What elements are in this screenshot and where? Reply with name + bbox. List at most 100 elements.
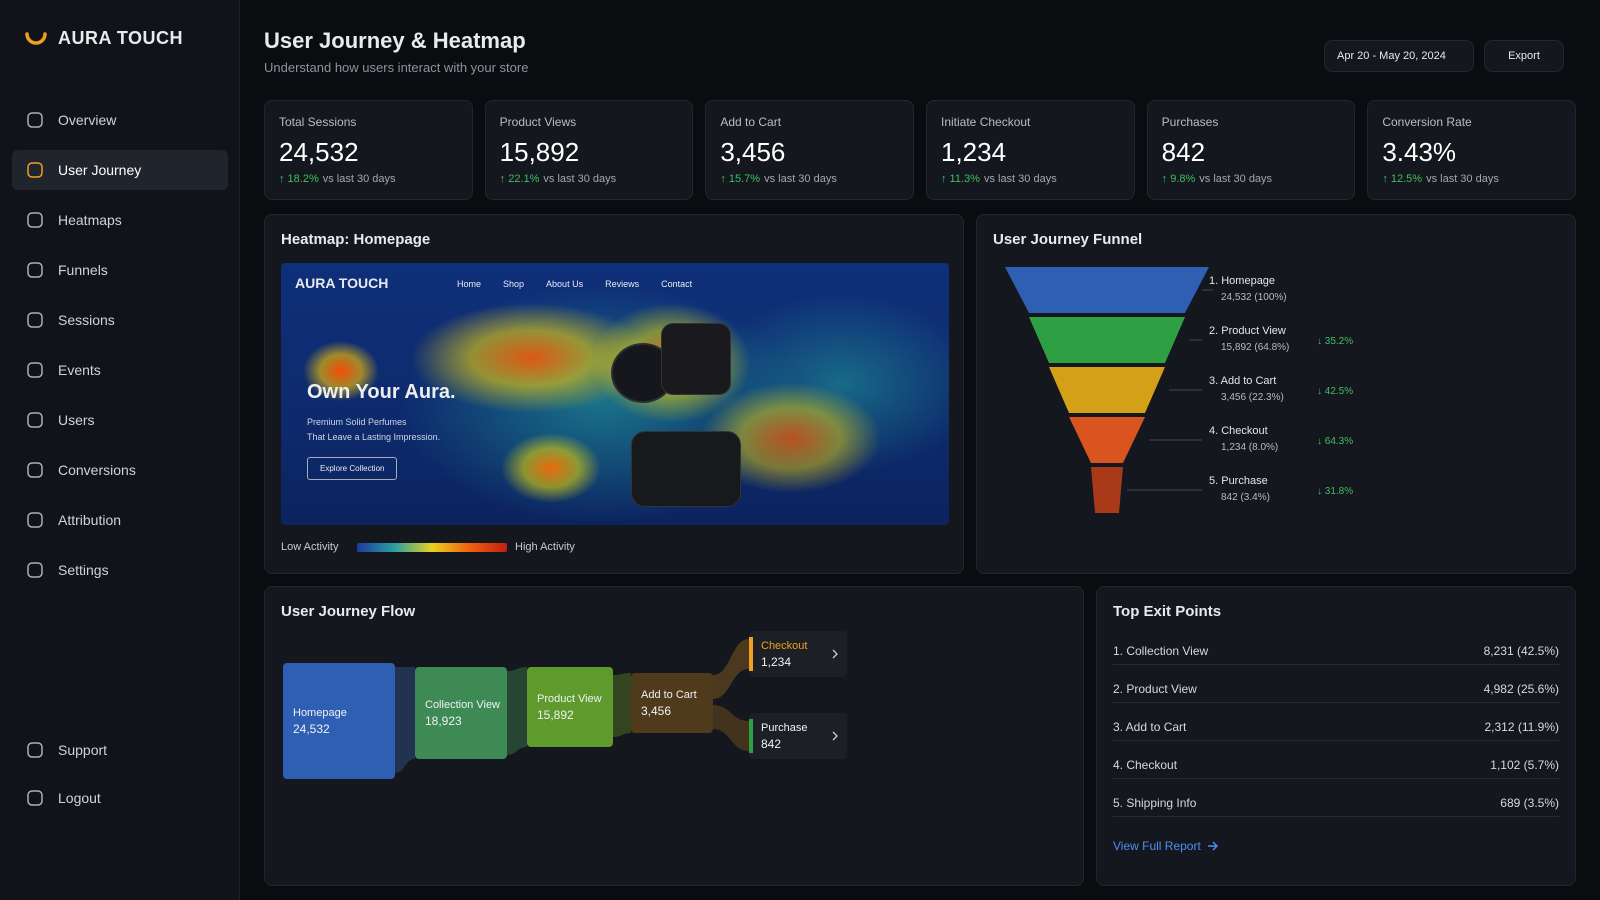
funnel-stage bbox=[1005, 267, 1209, 313]
kpi-compare: vs last 30 days bbox=[764, 173, 837, 185]
tagline-line: That Leave a Lasting Impression. bbox=[307, 432, 441, 442]
exit-label: 5. Shipping Info bbox=[1113, 795, 1197, 810]
nav-label: Heatmaps bbox=[58, 212, 122, 228]
funnel-label: 3. Add to Cart bbox=[1209, 375, 1276, 387]
kpi-compare: vs last 30 days bbox=[1426, 173, 1499, 185]
kpi-change-row: ↑ 9.8% vs last 30 days bbox=[1162, 173, 1272, 185]
kpi-value: 842 bbox=[1161, 137, 1206, 167]
kpi-label: Total Sessions bbox=[279, 115, 357, 129]
flow-link bbox=[507, 667, 527, 755]
node-label: Homepage bbox=[293, 707, 347, 719]
icon-shape bbox=[27, 562, 43, 578]
kpi-change-row: ↑ 12.5% vs last 30 days bbox=[1382, 173, 1499, 185]
exit-value: 1,102 (5.7%) bbox=[1490, 757, 1559, 772]
exits-title: Top Exit Points bbox=[1113, 603, 1222, 620]
nav-item[interactable]: Settings bbox=[12, 550, 228, 590]
funnel-detail: 3,456 (22.3%) bbox=[1221, 392, 1284, 403]
flow-node bbox=[749, 713, 847, 759]
icon-shape bbox=[27, 312, 43, 328]
logo bbox=[25, 31, 47, 45]
nav-icon bbox=[27, 742, 43, 758]
funnel-drop: ↓ 64.3% bbox=[1317, 436, 1353, 447]
heatmap-title: Heatmap: Homepage bbox=[281, 231, 431, 248]
sidebar: AURA TOUCH Overview User Journey Heatmaps F… bbox=[0, 0, 240, 900]
exit-label: 4. Checkout bbox=[1113, 757, 1178, 772]
site-nav-item: Reviews bbox=[605, 279, 640, 289]
nav-label: Events bbox=[58, 362, 101, 378]
node-value: 24,532 bbox=[293, 722, 330, 736]
nav-item[interactable]: User Journey bbox=[12, 150, 228, 190]
kpi-label: Initiate Checkout bbox=[941, 115, 1031, 129]
legend-scale bbox=[357, 543, 507, 552]
icon-shape bbox=[27, 362, 43, 378]
nav-item[interactable]: Conversions bbox=[12, 450, 228, 490]
flow-link bbox=[713, 639, 749, 699]
kpi-card: Add to Cart 3,456 ↑ 15.7% vs last 30 days bbox=[705, 100, 914, 200]
funnel-stage bbox=[1091, 467, 1123, 513]
kpi-label: Conversion Rate bbox=[1382, 115, 1472, 129]
export-button[interactable]: Export bbox=[1484, 40, 1564, 72]
exit-label: 1. Collection View bbox=[1113, 643, 1209, 658]
nav-item[interactable]: Heatmaps bbox=[12, 200, 228, 240]
nav-item[interactable]: Users bbox=[12, 400, 228, 440]
exit-row: 2. Product View 4,982 (25.6%) bbox=[1113, 675, 1559, 703]
kpi-change-row: ↑ 11.3% vs last 30 days bbox=[941, 173, 1057, 185]
kpi-card: Conversion Rate 3.43% ↑ 12.5% vs last 30 da… bbox=[1367, 100, 1576, 200]
funnel-drop: ↓ 35.2% bbox=[1317, 336, 1353, 347]
icon-shape bbox=[27, 212, 43, 228]
node-value: 1,234 bbox=[761, 655, 791, 669]
site-brand: AURA TOUCH bbox=[295, 275, 389, 291]
site-button: Explore Collection bbox=[307, 457, 398, 480]
site-nav-item: Contact bbox=[661, 279, 693, 289]
page-subtitle: Understand how users interact with your … bbox=[264, 60, 529, 75]
nav-icon bbox=[27, 562, 43, 578]
exit-value: 4,982 (25.6%) bbox=[1483, 681, 1559, 696]
kpi-label: Purchases bbox=[1161, 115, 1219, 129]
icon-shape bbox=[27, 462, 43, 478]
exit-value: 689 (3.5%) bbox=[1500, 795, 1559, 810]
flow-card: User Journey Flow Homepage 24,532 Collecti… bbox=[264, 586, 1084, 886]
nav-item[interactable]: Attribution bbox=[12, 500, 228, 540]
nav-item[interactable]: Overview bbox=[12, 100, 228, 140]
node-value: 18,923 bbox=[425, 714, 462, 728]
nav-item[interactable]: Funnels bbox=[12, 250, 228, 290]
kpi-card: Purchases 842 ↑ 9.8% vs last 30 days bbox=[1146, 100, 1356, 200]
funnel-label: 2. Product View bbox=[1209, 325, 1286, 337]
chevron-icon bbox=[832, 731, 838, 741]
funnel-card: User Journey Funnel 1. Homepage 24,532 (1… bbox=[976, 214, 1576, 574]
funnel-drop: ↓ 31.8% bbox=[1317, 486, 1353, 497]
full-report-link[interactable]: View Full Report bbox=[1113, 839, 1219, 853]
kpi-change-row: ↑ 15.7% vs last 30 days bbox=[720, 173, 837, 185]
icon-shape bbox=[27, 790, 43, 806]
nav-icon bbox=[27, 262, 43, 278]
legend-high: High Activity bbox=[515, 541, 575, 553]
site-nav: Home Shop About Us Reviews Contact bbox=[457, 279, 692, 289]
product-image bbox=[631, 431, 741, 507]
main: User Journey & Heatmap Understand how us… bbox=[264, 0, 1576, 900]
kpi-value: 15,892 bbox=[499, 137, 580, 167]
node-value: 15,892 bbox=[537, 708, 574, 722]
flow-link bbox=[613, 673, 631, 737]
node-accent bbox=[749, 719, 753, 753]
nav-label: Logout bbox=[58, 790, 101, 806]
date-range[interactable]: Apr 20 - May 20, 2024 bbox=[1324, 40, 1474, 72]
nav-item[interactable]: Logout bbox=[12, 778, 228, 818]
funnel-stage bbox=[1049, 367, 1165, 413]
nav-icon bbox=[27, 412, 43, 428]
exits-card: Top Exit Points 1. Collection View 8,231 … bbox=[1096, 586, 1576, 886]
nav-icon bbox=[27, 312, 43, 328]
kpi-label: Add to Cart bbox=[720, 115, 782, 129]
exit-value: 2,312 (11.9%) bbox=[1484, 719, 1560, 734]
brand: AURA TOUCH bbox=[24, 28, 183, 49]
kpi-label: Product Views bbox=[499, 115, 577, 129]
flow-link bbox=[395, 667, 415, 773]
flow-title: User Journey Flow bbox=[281, 603, 416, 620]
exit-row: 3. Add to Cart 2,312 (11.9%) bbox=[1113, 713, 1559, 741]
nav-item[interactable]: Events bbox=[12, 350, 228, 390]
icon-shape bbox=[27, 412, 43, 428]
nav-label: Support bbox=[58, 742, 108, 758]
nav-item[interactable]: Support bbox=[12, 730, 228, 770]
nav-item[interactable]: Sessions bbox=[12, 300, 228, 340]
node-value: 3,456 bbox=[641, 704, 671, 718]
